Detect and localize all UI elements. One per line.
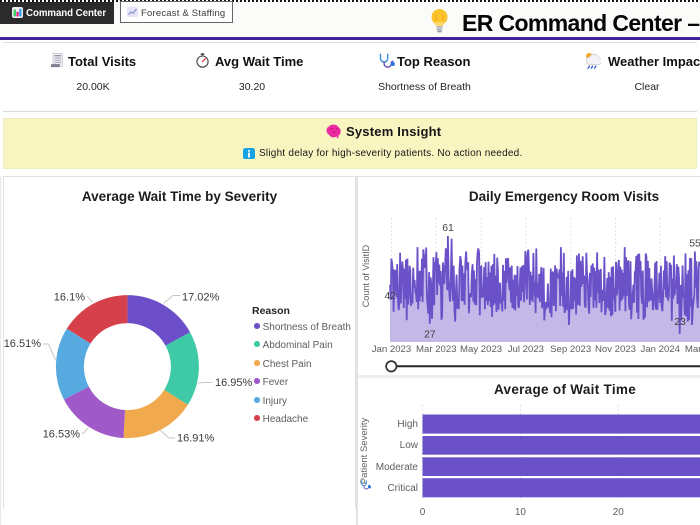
svg-text:Count of VisitID: Count of VisitID bbox=[361, 244, 371, 307]
svg-text:61: 61 bbox=[442, 223, 454, 234]
svg-text:16.1%: 16.1% bbox=[54, 292, 85, 304]
svg-text:55: 55 bbox=[689, 239, 700, 250]
svg-text:17.02%: 17.02% bbox=[182, 292, 220, 304]
svg-text:16.95%: 16.95% bbox=[215, 377, 253, 389]
svg-text:23: 23 bbox=[674, 317, 686, 328]
svg-text:Patient Severity: Patient Severity bbox=[359, 417, 370, 484]
svg-text:16.51%: 16.51% bbox=[4, 338, 41, 350]
svg-text:16.91%: 16.91% bbox=[177, 433, 215, 445]
svg-text:27: 27 bbox=[424, 330, 436, 341]
svg-text:16.53%: 16.53% bbox=[43, 429, 81, 441]
svg-text:42: 42 bbox=[384, 291, 396, 302]
